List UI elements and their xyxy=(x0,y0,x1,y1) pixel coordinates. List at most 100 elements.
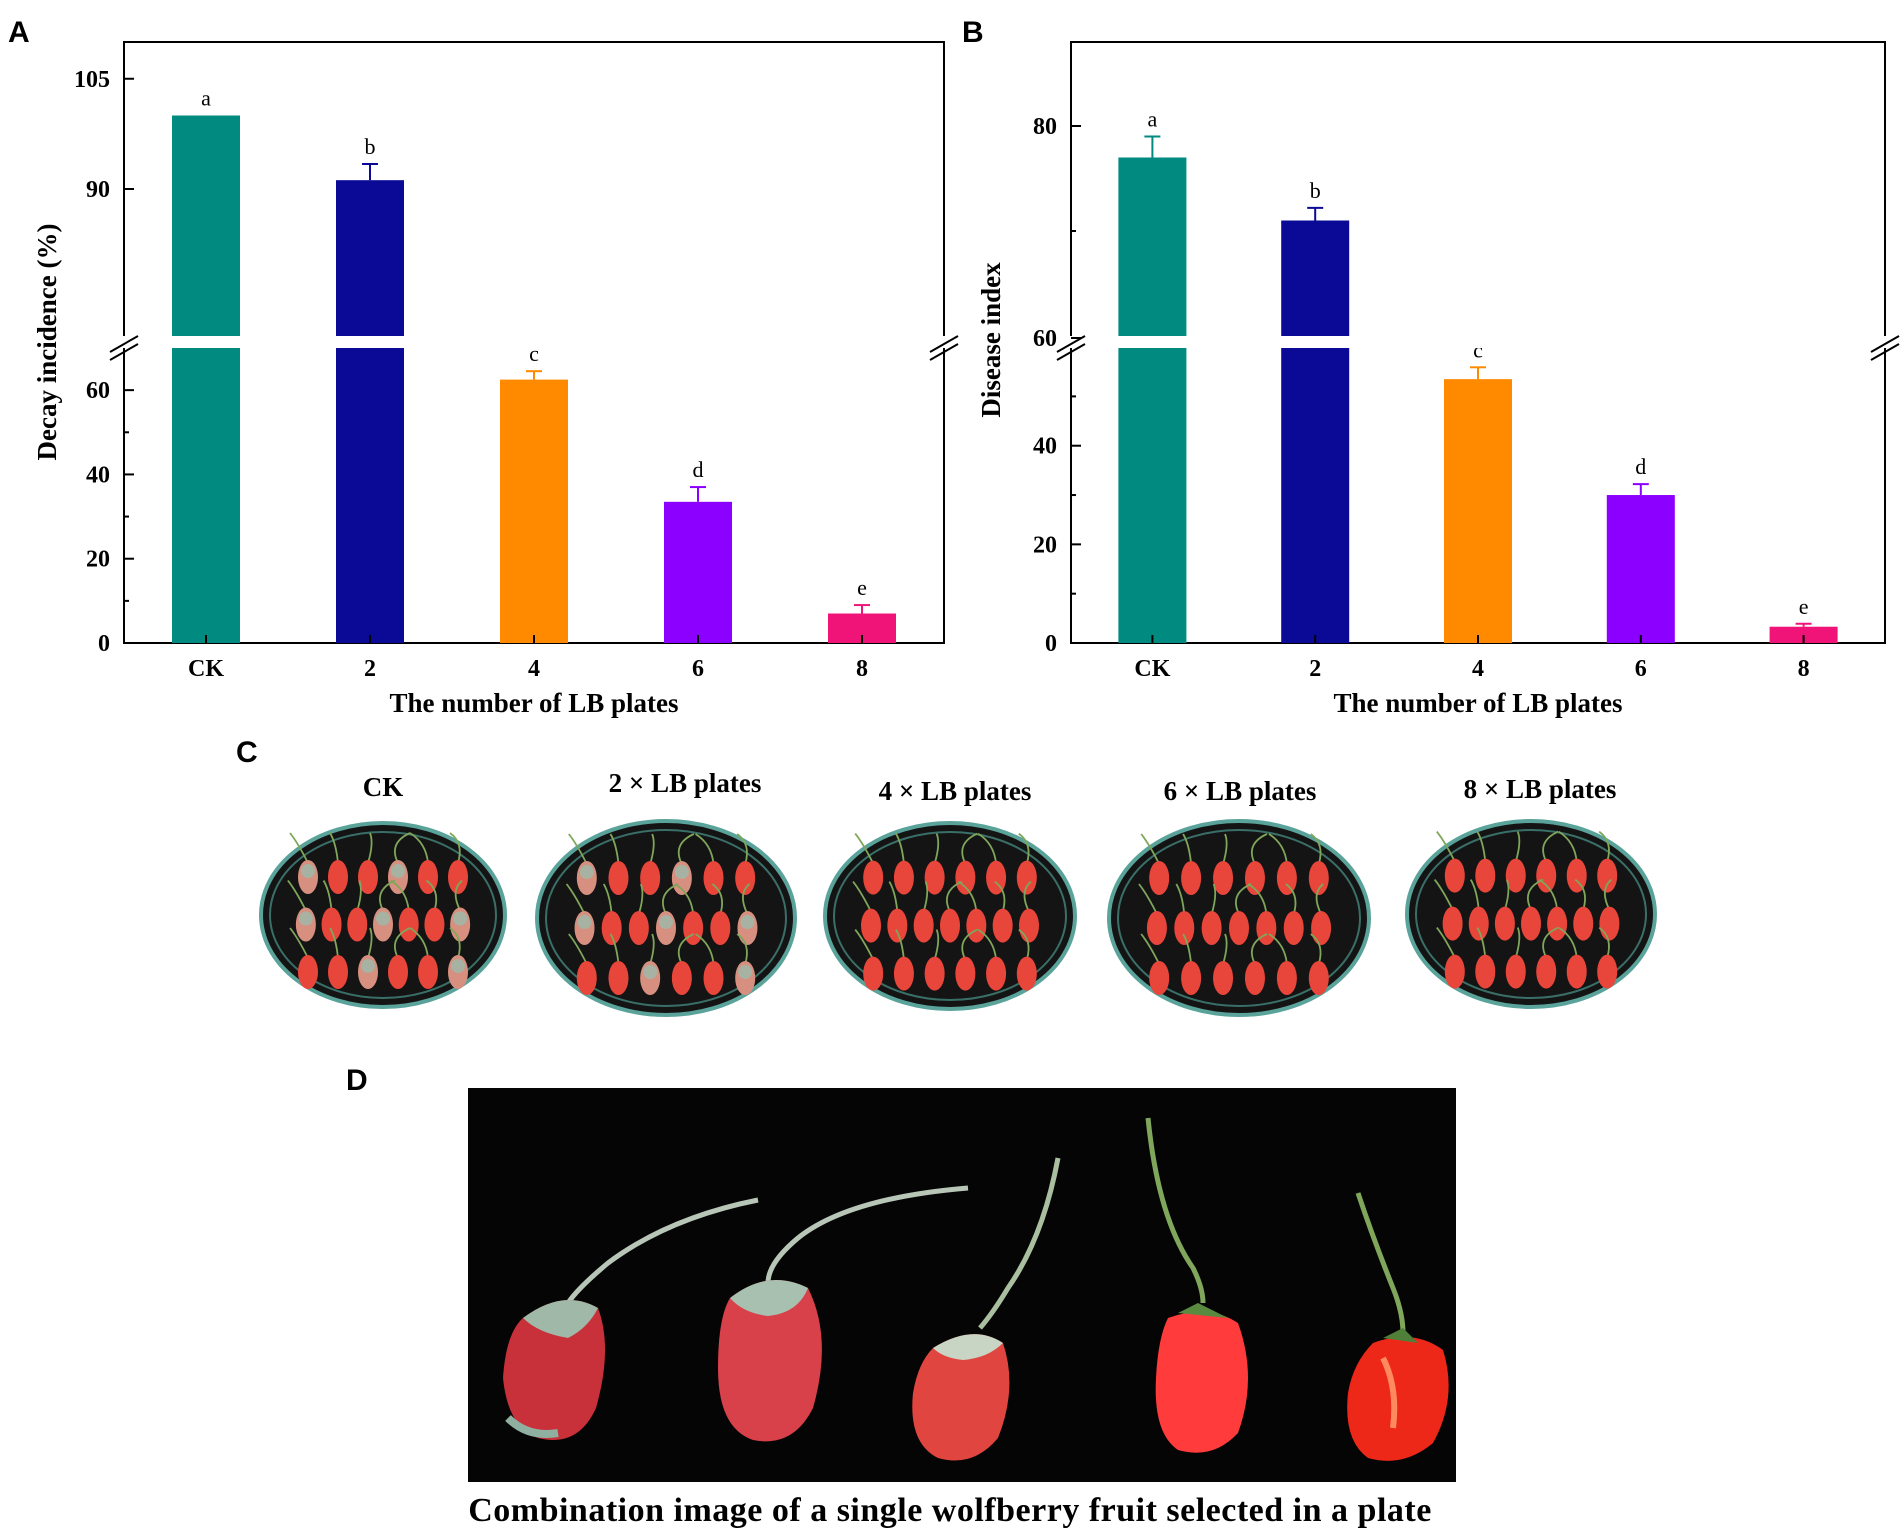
wolfberry xyxy=(328,955,348,989)
wolfberry xyxy=(321,907,342,942)
wolfberry xyxy=(1566,858,1587,893)
berry-stem xyxy=(1542,926,1559,959)
berry-stem xyxy=(289,927,309,959)
berry-stem xyxy=(1542,830,1559,863)
berry-stem xyxy=(854,929,875,961)
wolfberry xyxy=(1181,961,1202,995)
plate-photo-ck xyxy=(259,821,507,1009)
wolfberry xyxy=(358,860,378,894)
berry-stem xyxy=(736,933,748,965)
mold-patch xyxy=(376,911,390,926)
panel-label-a: A xyxy=(8,16,30,49)
wolfberry xyxy=(576,961,597,995)
mold-patch xyxy=(643,965,658,979)
photo-caption: Combination image of a single wolfberry … xyxy=(468,1492,1432,1529)
x-tick-label-4: 8 xyxy=(856,656,868,682)
berry-stem xyxy=(1603,878,1612,911)
wolfberry xyxy=(1599,906,1620,941)
wolfberry xyxy=(992,908,1013,943)
berry-stem xyxy=(1018,928,1030,960)
significance-letter-4: e xyxy=(1799,594,1809,619)
bar-ck xyxy=(1118,157,1187,643)
berry-stem xyxy=(977,928,997,960)
wolfberry xyxy=(1213,961,1234,995)
wolfberry xyxy=(966,908,987,943)
wolfberry xyxy=(1547,906,1568,941)
berry-stem xyxy=(1140,933,1161,965)
axis-break-mark-right-1 xyxy=(1870,335,1900,353)
berry-stem xyxy=(895,929,905,960)
wolfberry xyxy=(703,961,724,995)
significance-letter-1: b xyxy=(1310,178,1321,203)
berry-stem xyxy=(356,880,362,911)
berry-stem xyxy=(425,879,438,911)
wolfberry xyxy=(1276,961,1297,995)
berry-stem xyxy=(895,833,905,864)
berry-stem xyxy=(1598,926,1610,958)
y-tick-label-2: 40 xyxy=(86,462,110,488)
wolfberry xyxy=(1213,861,1234,895)
wolfberry xyxy=(1521,906,1541,941)
wolfberry xyxy=(398,907,419,942)
plate-photo-2lb xyxy=(535,819,797,1017)
berry-stem xyxy=(649,933,655,965)
significance-letter-2: c xyxy=(1473,337,1483,362)
berry-stem xyxy=(933,929,940,960)
berry-stem xyxy=(1433,879,1454,911)
wolfberry xyxy=(1244,961,1265,995)
y-axis-label: Disease index xyxy=(976,262,1006,418)
berry-stem xyxy=(677,833,695,865)
berry-stem xyxy=(1598,830,1610,862)
berry-stem xyxy=(957,880,978,912)
berry-stem xyxy=(602,883,613,915)
axis-break-mark-right-2 xyxy=(929,343,959,361)
y-tick-label-2: 40 xyxy=(1033,434,1057,460)
wolfberry xyxy=(1308,961,1329,995)
y-tick-label-1: 20 xyxy=(86,547,110,573)
wolfberry xyxy=(448,860,468,894)
significance-letter-2: c xyxy=(529,341,539,366)
wolfberry xyxy=(628,911,649,945)
berry-stem xyxy=(1182,833,1193,865)
significance-letter-0: a xyxy=(201,86,211,111)
significance-letter-3: d xyxy=(693,457,704,482)
axis-break-gap xyxy=(104,336,964,348)
wolfberry xyxy=(703,861,724,895)
plate-title-4lb: 4 × LB plates xyxy=(878,776,1032,806)
mold-patch xyxy=(453,911,468,926)
wolfberry xyxy=(1244,861,1265,895)
berry-stem xyxy=(695,833,715,865)
wolfberry xyxy=(1442,906,1463,941)
mold-patch xyxy=(740,915,755,929)
mold-patch xyxy=(301,864,315,878)
y-tick-label-1: 20 xyxy=(1033,532,1057,558)
berry-stem xyxy=(1247,883,1268,915)
significance-letter-0: a xyxy=(1148,107,1158,132)
significance-letter-1: b xyxy=(365,134,376,159)
berry-stem xyxy=(1210,883,1217,915)
berry-stem xyxy=(1558,926,1578,958)
x-tick-label-2: 4 xyxy=(1472,656,1484,682)
significance-letter-3: d xyxy=(1635,454,1646,479)
wolfberry xyxy=(1494,906,1515,941)
wolfberry xyxy=(924,860,945,895)
berry-stem xyxy=(736,833,748,865)
axis-break-gap xyxy=(1051,336,1904,348)
axis-break-mark-left-1 xyxy=(109,335,139,353)
berry-stem xyxy=(1018,832,1030,864)
berry-stem xyxy=(1476,927,1487,958)
wolfberry xyxy=(1505,858,1526,893)
berry-stem xyxy=(1175,883,1186,915)
wolfberry xyxy=(388,955,408,989)
wolfberry xyxy=(913,908,934,943)
mold-patch xyxy=(738,965,753,979)
wolfberry xyxy=(710,911,731,945)
berry-stem xyxy=(1538,878,1559,910)
berry-stem xyxy=(568,933,588,965)
bar-ck xyxy=(172,115,240,643)
berry-stem xyxy=(379,879,396,911)
wolfberry xyxy=(1174,911,1195,945)
berry-stem xyxy=(394,927,411,959)
wolfberry xyxy=(328,860,348,894)
